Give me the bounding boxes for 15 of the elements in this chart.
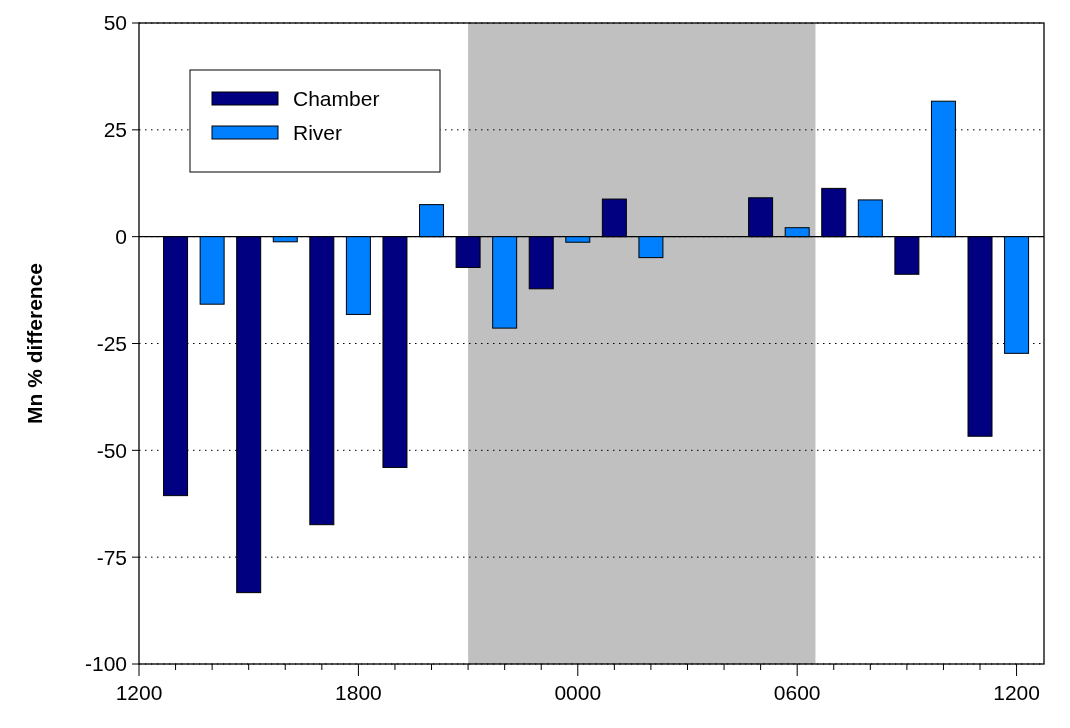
y-tick-label: 25 — [103, 118, 127, 142]
x-tick-label: 0600 — [773, 681, 821, 704]
y-axis-title: Mn % difference — [23, 262, 46, 425]
x-tick-label: 1200 — [115, 681, 163, 704]
legend-label: Chamber — [293, 87, 380, 111]
y-tick-label: -100 — [84, 652, 127, 676]
y-tick-label: -25 — [96, 331, 127, 355]
y-tick-label: 0 — [115, 225, 127, 249]
x-tick-label: 1200 — [993, 681, 1040, 704]
x-tick-label: 0000 — [554, 681, 602, 704]
y-tick-label: 50 — [103, 11, 127, 35]
y-tick-label: -75 — [96, 545, 127, 569]
legend-label: River — [293, 121, 343, 145]
x-tick-label: 1800 — [335, 681, 382, 704]
y-tick-label: -50 — [96, 438, 127, 462]
